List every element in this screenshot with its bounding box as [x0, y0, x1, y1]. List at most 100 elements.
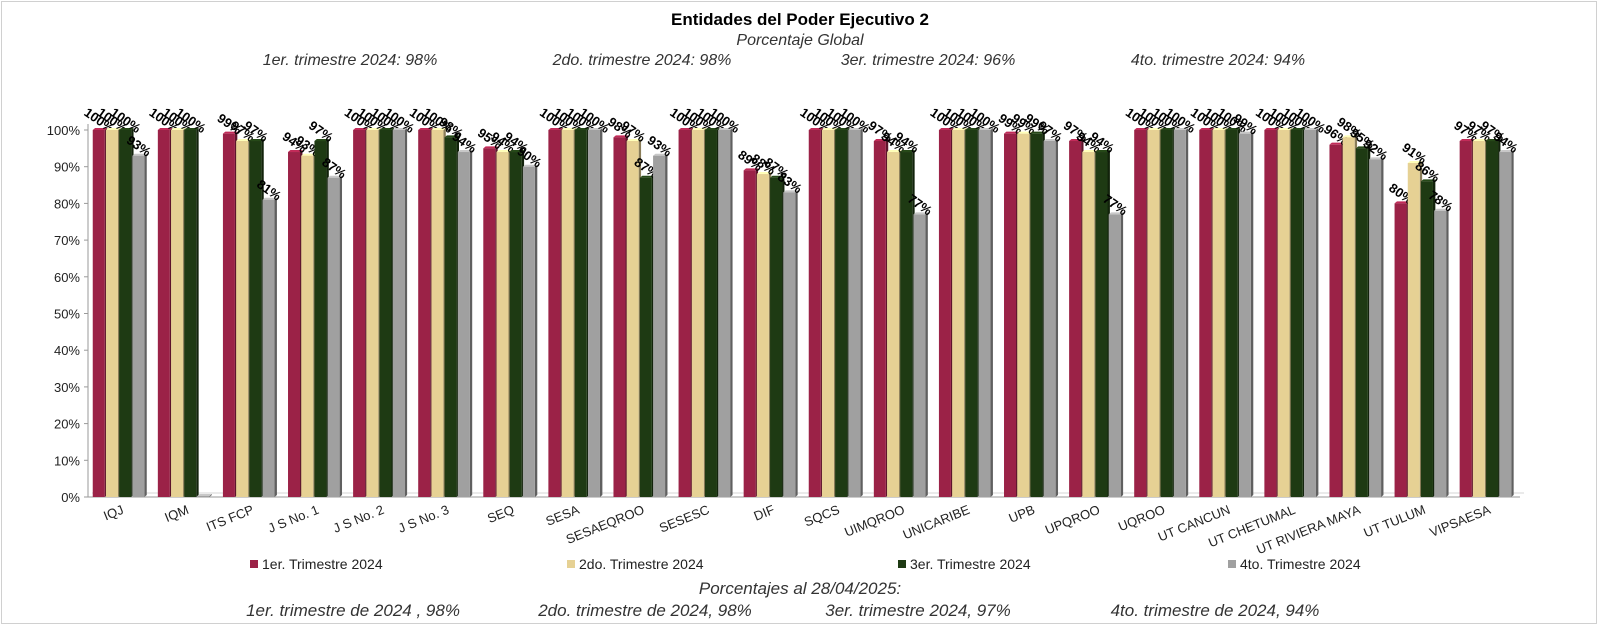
bar-top [613, 135, 628, 138]
bar-top [900, 150, 915, 153]
x-tick-label: IQM [162, 502, 190, 525]
bar [1434, 210, 1447, 498]
bar-top [965, 128, 980, 130]
bar [704, 130, 717, 497]
legend-item-q4: 4to. Trimestre 2024 [1228, 556, 1361, 572]
x-tick-label: SESA [544, 502, 582, 529]
bar [1030, 133, 1043, 498]
bar [197, 496, 210, 497]
bar-top [262, 197, 277, 200]
bar [808, 130, 821, 497]
bar [1369, 159, 1382, 498]
bar [418, 130, 431, 497]
bar-top [171, 128, 186, 130]
bar-top [1303, 128, 1319, 130]
bar [821, 130, 834, 497]
bar-top [887, 150, 902, 153]
bar [1499, 152, 1512, 497]
bar [1095, 152, 1108, 497]
footer-item-1: 1er. trimestre de 2024 , 98% [246, 601, 460, 620]
bar [613, 137, 626, 497]
bar [1173, 130, 1186, 497]
bar-side [1250, 131, 1254, 498]
bar-top [222, 131, 238, 134]
bar [262, 199, 275, 498]
bar [509, 152, 522, 497]
bar [1420, 181, 1433, 497]
bar-top [496, 150, 511, 153]
bar [496, 152, 509, 497]
bar [587, 130, 600, 497]
chart-subtitle: Porcentaje Global [736, 32, 864, 49]
bar [1069, 141, 1082, 497]
bar-top [314, 139, 329, 142]
bar [561, 130, 574, 497]
y-tick-label: 30% [54, 380, 80, 395]
bar [1212, 130, 1225, 497]
y-tick-label: 40% [54, 343, 80, 358]
bar-top [639, 175, 655, 178]
bar [1043, 141, 1056, 497]
bar-top [678, 128, 693, 130]
bar [783, 192, 796, 497]
legend-label-q1: 1er. Trimestre 2024 [262, 556, 383, 572]
bar-side [795, 190, 798, 497]
x-tick-label: ITS FCP [204, 502, 256, 535]
bar-side [730, 128, 733, 497]
bar [171, 130, 184, 497]
bar [1134, 130, 1147, 497]
bar-top [379, 128, 394, 130]
bar [157, 130, 170, 497]
bar [353, 130, 366, 497]
bar [236, 141, 249, 497]
bar-top [743, 168, 759, 171]
bar [952, 130, 965, 497]
y-tick-label: 0% [61, 490, 80, 505]
bar [1472, 141, 1485, 497]
legend-swatch-q1 [250, 560, 258, 568]
bar-top [249, 139, 264, 142]
bar [1017, 133, 1030, 498]
bar-top [509, 150, 525, 153]
y-tick-label: 70% [54, 233, 80, 248]
bar [105, 130, 118, 497]
bar [1303, 130, 1316, 497]
bar [431, 130, 444, 497]
bar [1199, 130, 1212, 497]
bar [978, 130, 991, 497]
x-tick-label: VIPSAESA [1427, 502, 1493, 540]
bar-top [1238, 131, 1254, 134]
bar-top [1108, 212, 1124, 215]
bar-top [1369, 157, 1384, 160]
bar [1004, 133, 1017, 498]
bar [184, 130, 197, 497]
bar-top [1420, 179, 1436, 182]
bar [770, 177, 783, 497]
bar-side [404, 128, 408, 497]
bar-side [274, 197, 277, 498]
quarter-summary-2: 2do. trimestre 2024: 98% [552, 52, 732, 69]
x-tick-label: J S No. 3 [396, 502, 451, 536]
bar-top [1173, 128, 1189, 130]
bar [379, 130, 392, 497]
bar-side [1055, 139, 1059, 497]
bar-top [756, 172, 772, 175]
bar-chart: 0%10%20%30%40%50%60%70%80%90%100% 100%100… [47, 105, 1524, 557]
bar-top [1082, 150, 1097, 153]
x-tick-label: SEQ [485, 502, 516, 526]
bar-top [1160, 128, 1175, 130]
x-tick-label: UNICARIBE [901, 502, 973, 543]
bar [1486, 141, 1499, 497]
bar-side [665, 153, 668, 497]
bar [301, 155, 314, 497]
bar-top [197, 494, 212, 496]
bar [119, 130, 132, 497]
bar-top [157, 128, 173, 130]
bar-top [1355, 146, 1371, 149]
x-tick-label: SESESC [657, 502, 712, 536]
bar [1147, 130, 1160, 497]
bar [900, 152, 913, 497]
bar-top [288, 150, 303, 153]
y-tick-label: 100% [47, 123, 81, 138]
bar-top [1043, 139, 1059, 142]
